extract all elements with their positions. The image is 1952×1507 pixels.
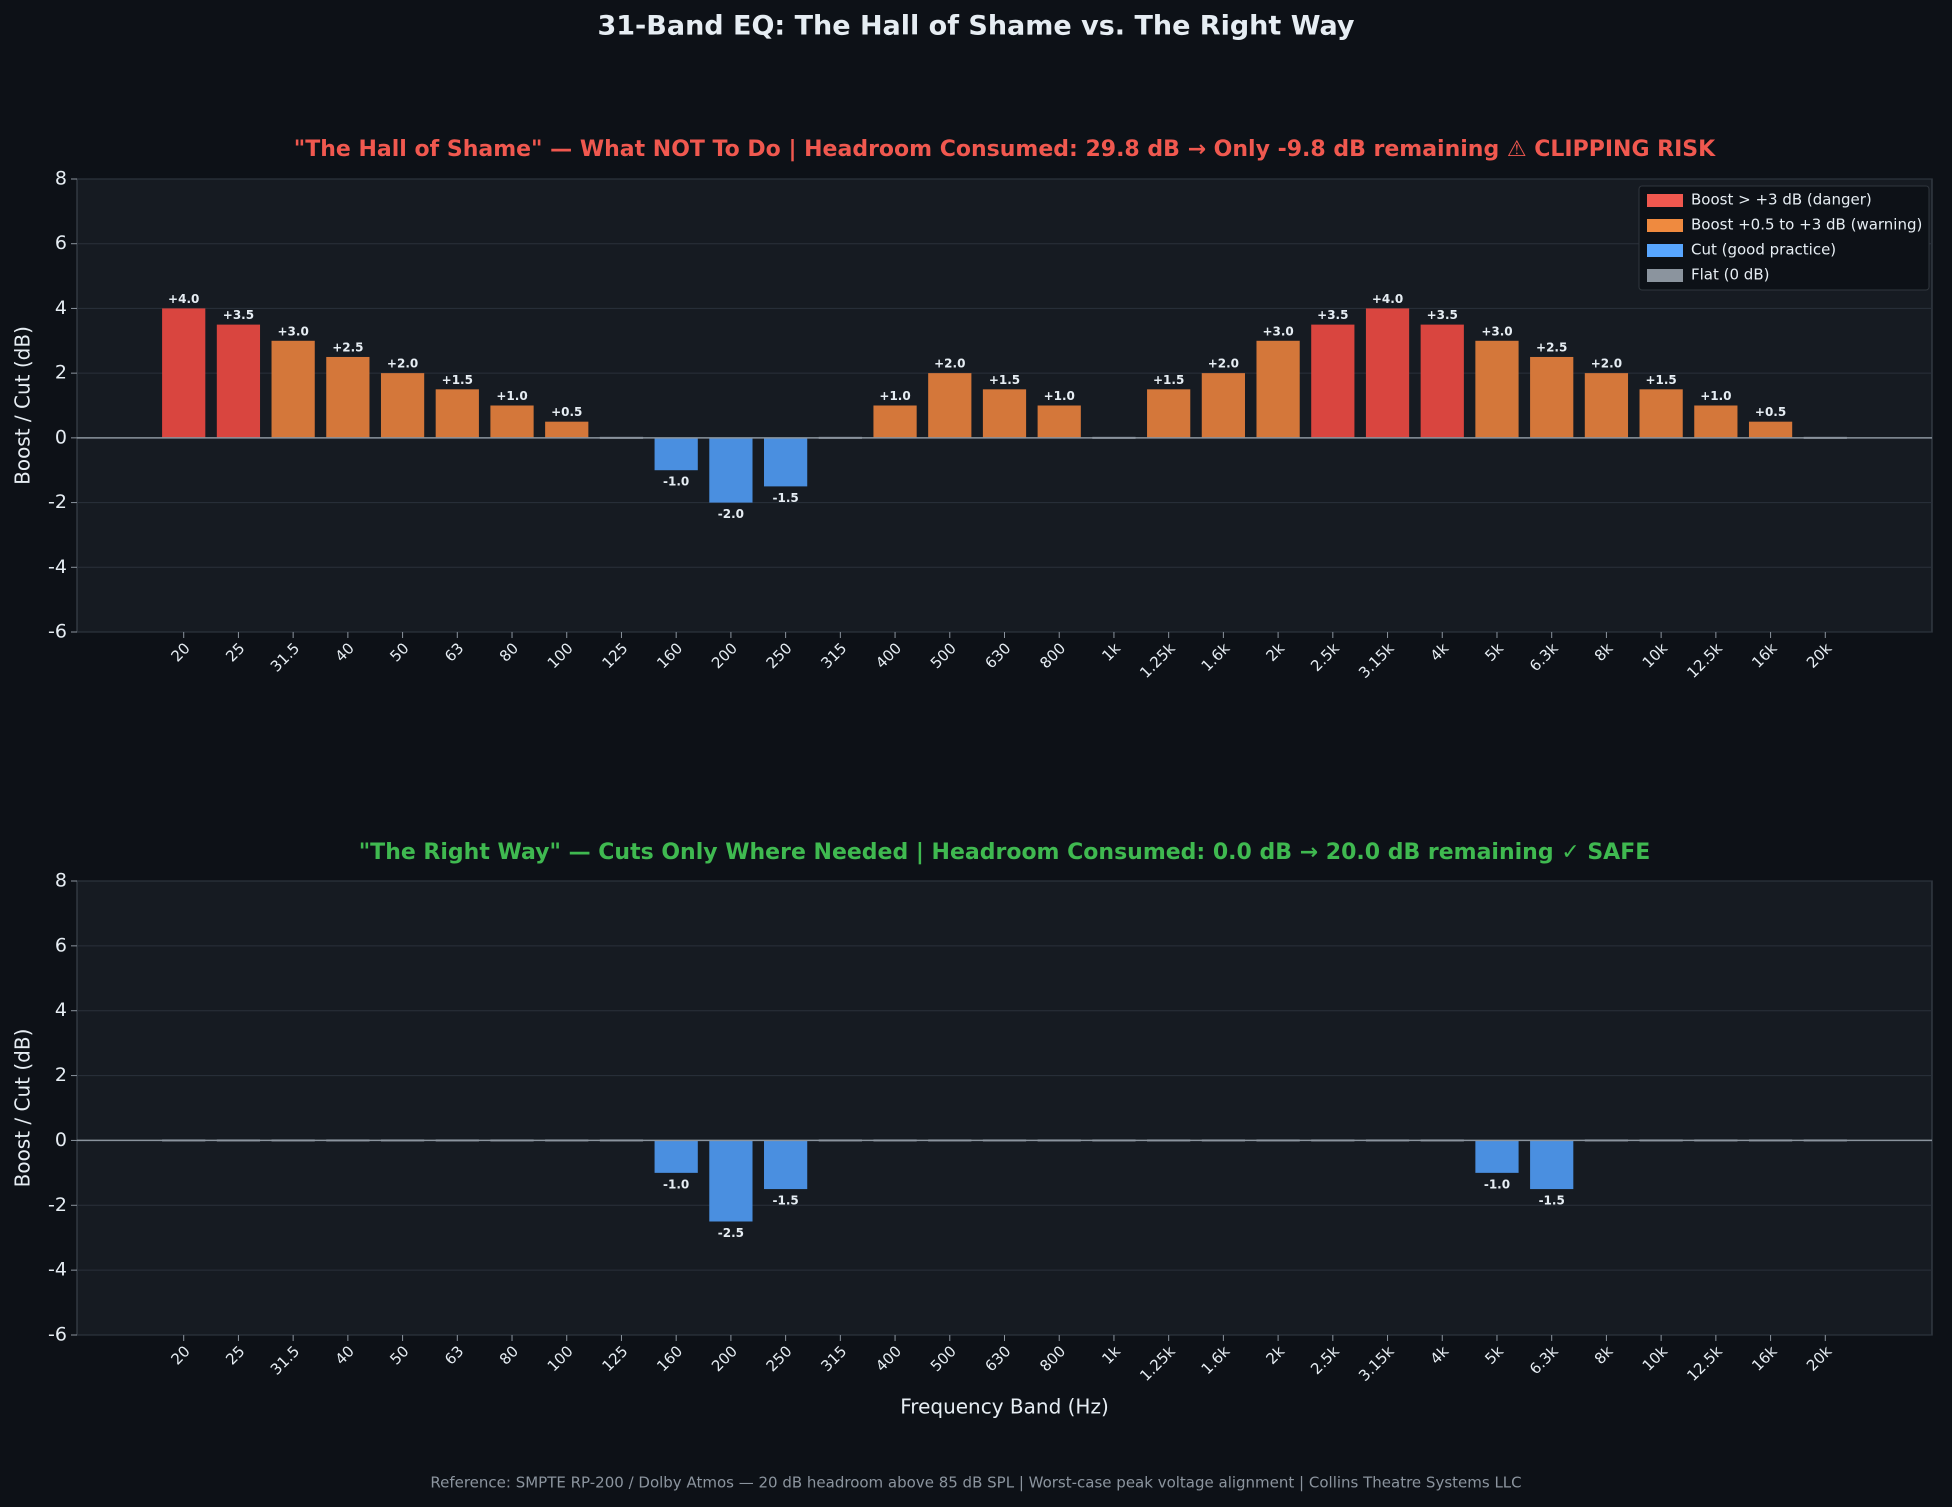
bar: [1201, 373, 1245, 438]
y-tick-label: 8: [55, 168, 67, 190]
value-label: +1.0: [1044, 389, 1075, 403]
value-label: +1.5: [1645, 373, 1676, 387]
bar: [1584, 373, 1629, 438]
bar: [162, 308, 206, 438]
bar: [1420, 324, 1464, 438]
y-tick-label: 4: [55, 999, 67, 1021]
y-tick-label: 0: [55, 426, 67, 448]
value-label: -1.5: [772, 1194, 798, 1208]
y-tick-label: -4: [48, 1259, 67, 1281]
x-axis-label: Frequency Band (Hz): [900, 1395, 1109, 1419]
bar: [1530, 1140, 1574, 1190]
value-label: +2.0: [387, 357, 418, 371]
bar: [326, 356, 370, 438]
bar: [435, 389, 479, 438]
legend-swatch: [1647, 219, 1683, 232]
chart-title: "The Hall of Shame" — What NOT To Do | H…: [294, 137, 1716, 162]
value-label: +1.0: [879, 389, 910, 403]
y-tick-label: -2: [48, 1194, 67, 1216]
bar: [1748, 421, 1793, 438]
y-axis-label: Boost / Cut (dB): [11, 1029, 35, 1188]
value-label: +2.0: [1208, 357, 1239, 371]
value-label: -1.5: [1539, 1194, 1565, 1208]
value-label: -1.5: [772, 491, 798, 505]
value-label: +3.5: [223, 308, 254, 322]
bar: [1694, 405, 1738, 438]
bar: [1037, 405, 1081, 438]
y-tick-label: 8: [55, 870, 67, 892]
bar: [764, 1140, 808, 1190]
bar: [709, 1140, 753, 1222]
bar: [545, 421, 589, 438]
legend-box: [1638, 185, 1930, 291]
bar: [764, 437, 808, 487]
legend-label: Flat (0 dB): [1691, 266, 1769, 284]
legend-label: Boost +0.5 to +3 dB (warning): [1691, 216, 1922, 234]
value-label: +0.5: [1755, 405, 1786, 419]
value-label: +3.0: [1262, 324, 1293, 338]
legend-label: Cut (good practice): [1691, 241, 1836, 259]
y-tick-label: -4: [48, 556, 67, 578]
y-tick-label: 6: [55, 934, 67, 956]
bar: [490, 405, 534, 438]
value-label: -2.0: [718, 507, 744, 521]
bar: [928, 373, 972, 438]
y-tick-label: 2: [55, 1064, 67, 1086]
y-tick-label: -6: [48, 1324, 67, 1346]
bar: [982, 389, 1027, 438]
value-label: +2.0: [1591, 357, 1622, 371]
y-tick-label: 6: [55, 232, 67, 254]
value-label: +4.0: [1372, 292, 1403, 306]
bar: [271, 340, 315, 438]
bar: [873, 405, 917, 438]
y-tick-label: 2: [55, 362, 67, 384]
value-label: +0.5: [551, 405, 582, 419]
bar: [1530, 356, 1574, 438]
bar: [380, 373, 425, 438]
value-label: +2.5: [1536, 340, 1567, 354]
bar: [709, 437, 753, 503]
legend-swatch: [1647, 194, 1683, 207]
y-tick-label: -6: [48, 621, 67, 643]
value-label: +1.5: [442, 373, 473, 387]
bar: [1365, 308, 1410, 438]
value-label: +2.5: [332, 340, 363, 354]
value-label: -1.0: [663, 475, 689, 489]
value-label: -1.0: [1484, 1177, 1510, 1191]
y-tick-label: 0: [55, 1129, 67, 1151]
figure-title: 31-Band EQ: The Hall of Shame vs. The Ri…: [597, 11, 1354, 42]
value-label: +1.5: [1153, 373, 1184, 387]
bar: [1475, 340, 1519, 438]
legend-label: Boost > +3 dB (danger): [1691, 191, 1872, 209]
value-label: +3.5: [1317, 308, 1348, 322]
legend-swatch: [1647, 269, 1683, 282]
plot-area: [76, 880, 1933, 1336]
bar: [1639, 389, 1683, 438]
bar: [1475, 1140, 1519, 1173]
y-axis-label: Boost / Cut (dB): [11, 326, 35, 485]
legend-swatch: [1647, 244, 1683, 257]
footer: Reference: SMPTE RP-200 / Dolby Atmos — …: [430, 1474, 1521, 1492]
y-tick-label: 4: [55, 297, 67, 319]
value-label: +1.5: [989, 373, 1020, 387]
value-label: +4.0: [168, 292, 199, 306]
value-label: +3.0: [277, 324, 308, 338]
value-label: +1.0: [496, 389, 527, 403]
value-label: -2.5: [718, 1226, 744, 1240]
bar: [216, 324, 261, 438]
value-label: -1.0: [663, 1177, 689, 1191]
bar: [1256, 340, 1300, 438]
value-label: +1.0: [1700, 389, 1731, 403]
bar: [1147, 389, 1191, 438]
value-label: +3.5: [1427, 308, 1458, 322]
value-label: +3.0: [1481, 324, 1512, 338]
bar: [1311, 324, 1355, 438]
bar: [654, 1140, 698, 1173]
value-label: +2.0: [934, 357, 965, 371]
bar: [654, 437, 698, 471]
chart-title: "The Right Way" — Cuts Only Where Needed…: [359, 840, 1651, 865]
y-tick-label: -2: [48, 491, 67, 513]
